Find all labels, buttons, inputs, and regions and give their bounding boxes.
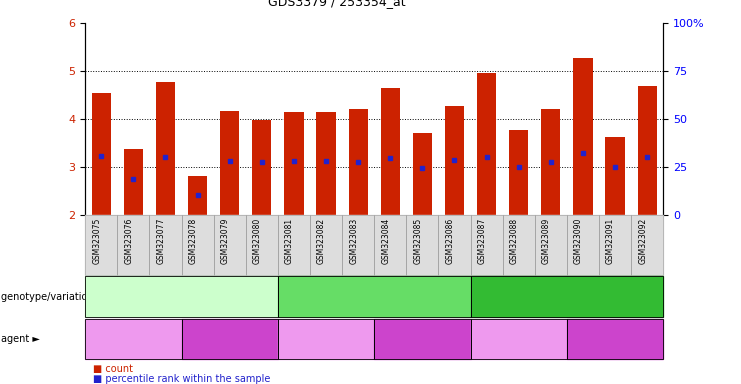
- Bar: [477, 73, 496, 215]
- Bar: [156, 82, 175, 215]
- Text: wild-type: wild-type: [156, 291, 207, 302]
- Text: GSM323087: GSM323087: [478, 218, 487, 264]
- Bar: [316, 112, 336, 215]
- Bar: [574, 58, 593, 215]
- Text: GSM323080: GSM323080: [253, 218, 262, 264]
- Text: GSM323081: GSM323081: [285, 218, 294, 264]
- Text: norflurazon: norflurazon: [198, 334, 262, 344]
- Bar: [285, 112, 304, 215]
- Bar: [252, 121, 271, 215]
- Text: GSM323078: GSM323078: [189, 218, 198, 264]
- Text: norflurazon: norflurazon: [583, 334, 647, 344]
- Bar: [413, 134, 432, 215]
- Text: GSM323086: GSM323086: [445, 218, 454, 264]
- Bar: [188, 176, 207, 215]
- Text: GSM323075: GSM323075: [93, 218, 102, 265]
- Bar: [124, 149, 143, 215]
- Text: GSM323090: GSM323090: [574, 218, 583, 265]
- Text: GSM323089: GSM323089: [542, 218, 551, 264]
- Text: ■ percentile rank within the sample: ■ percentile rank within the sample: [93, 374, 270, 384]
- Text: control: control: [114, 334, 153, 344]
- Text: agent ►: agent ►: [1, 334, 40, 344]
- Text: GSM323091: GSM323091: [606, 218, 615, 264]
- Text: control: control: [499, 334, 538, 344]
- Text: norflurazon: norflurazon: [391, 334, 454, 344]
- Text: GSM323085: GSM323085: [413, 218, 422, 264]
- Bar: [509, 130, 528, 215]
- Bar: [605, 137, 625, 215]
- Bar: [220, 111, 239, 215]
- Text: GSM323082: GSM323082: [317, 218, 326, 264]
- Text: GSM323083: GSM323083: [349, 218, 358, 264]
- Bar: [445, 106, 464, 215]
- Bar: [541, 109, 560, 215]
- Text: GSM323084: GSM323084: [382, 218, 391, 264]
- Bar: [381, 88, 400, 215]
- Text: GSM323092: GSM323092: [638, 218, 647, 264]
- Text: GSM323076: GSM323076: [124, 218, 133, 265]
- Text: GSM323077: GSM323077: [156, 218, 165, 265]
- Text: GDS3379 / 253354_at: GDS3379 / 253354_at: [268, 0, 406, 8]
- Bar: [348, 109, 368, 215]
- Text: ■ count: ■ count: [93, 364, 133, 374]
- Text: gun1-9 mutant: gun1-9 mutant: [332, 291, 416, 302]
- Text: GSM323079: GSM323079: [221, 218, 230, 265]
- Text: genotype/variation ►: genotype/variation ►: [1, 291, 104, 302]
- Bar: [637, 86, 657, 215]
- Bar: [92, 93, 111, 215]
- Text: gun5 mutant: gun5 mutant: [531, 291, 603, 302]
- Text: GSM323088: GSM323088: [510, 218, 519, 264]
- Text: control: control: [307, 334, 345, 344]
